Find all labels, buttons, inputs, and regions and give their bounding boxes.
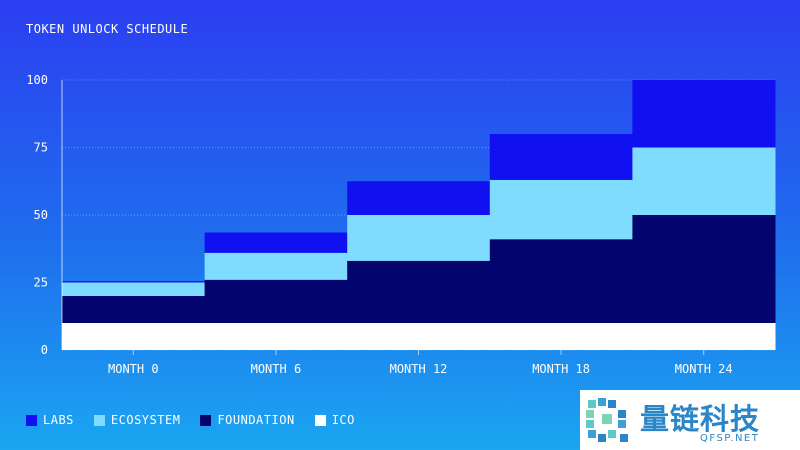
legend-label-ico: ICO [331,413,355,427]
area-segment-ico-3 [489,323,633,350]
legend-swatch-ecosystem [93,414,105,426]
area-segment-ecosystem-3 [489,179,633,240]
legend-label-ecosystem: ECOSYSTEM [110,413,181,427]
legend-label-foundation: FOUNDATION [217,413,295,427]
area-segment-labs-4 [632,80,776,148]
chart-title: TOKEN UNLOCK SCHEDULE [26,22,189,36]
y-tick-label: 25 [34,276,48,290]
legend-swatch-foundation [200,414,212,426]
qfsp-logo-icon [586,398,628,442]
legend-label-labs: LABS [43,413,74,427]
area-segment-ico-4 [632,323,776,350]
area-segment-labs-0 [62,281,206,283]
chart-legend: LABS ECOSYSTEM FOUNDATION ICO [26,413,355,427]
legend-item-ico: ICO [314,413,355,427]
y-tick-label: 75 [34,141,48,155]
x-tick-label: MONTH 18 [532,362,590,376]
legend-item-foundation: FOUNDATION [200,413,294,427]
area-segment-labs-2 [347,181,491,215]
y-tick-label: 100 [26,73,48,87]
area-segment-foundation-2 [347,260,491,323]
area-segment-ecosystem-1 [204,252,348,280]
legend-swatch-labs [26,414,37,426]
area-segment-ecosystem-2 [347,215,491,261]
x-tick-label: MONTH 12 [390,362,448,376]
area-segment-foundation-4 [632,215,776,323]
area-segment-foundation-1 [204,279,348,323]
watermark-logo: 量链科技 QFSP.NET [580,390,800,450]
watermark-url: QFSP.NET [700,433,760,444]
legend-item-labs: LABS [26,413,74,427]
area-segment-labs-1 [204,232,348,253]
area-segment-ico-0 [62,323,206,350]
legend-swatch-ico [314,414,326,426]
area-segment-ecosystem-4 [632,147,776,215]
x-tick-label: MONTH 0 [108,362,159,376]
x-tick-label: MONTH 24 [675,362,733,376]
y-tick-label: 0 [41,343,48,357]
area-segment-ico-2 [347,323,491,350]
watermark-name: 量链科技 [640,402,761,436]
legend-item-ecosystem: ECOSYSTEM [93,413,181,427]
area-segment-ico-1 [204,323,348,350]
area-segment-foundation-3 [489,239,633,323]
area-segment-ecosystem-0 [62,282,206,296]
x-tick-label: MONTH 6 [251,362,302,376]
y-tick-label: 50 [34,208,48,222]
area-segment-labs-3 [489,134,633,180]
area-segment-foundation-0 [62,296,206,323]
